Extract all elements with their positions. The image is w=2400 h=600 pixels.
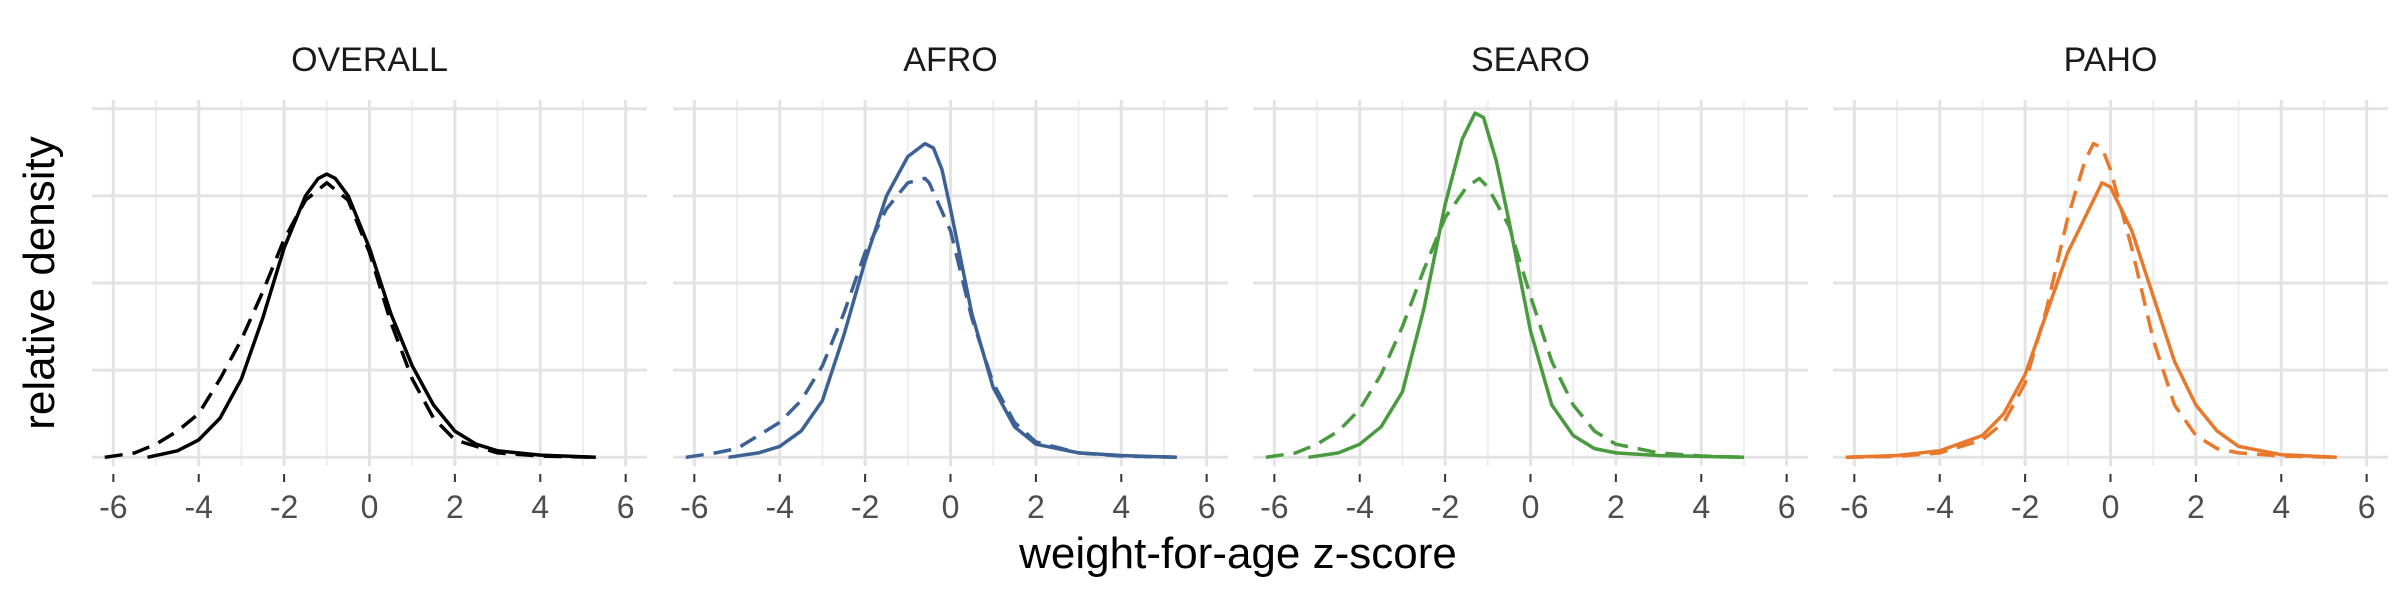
x-tick-label: -6 (680, 489, 708, 525)
x-tick-label: 0 (361, 489, 379, 525)
x-tick-label: -2 (270, 489, 298, 525)
x-tick-label: 4 (531, 489, 549, 525)
panels-group: -6 -4 -2 0 2 4 6 OVERALL -6 -4 -2 0 2 4 6 AFRO -6 -4 -2 0 2 4… (92, 41, 2388, 525)
density-curve-overall-dashed (104, 181, 596, 460)
x-tick-label: 6 (1198, 489, 1216, 525)
panel-title-paho: PAHO (2064, 41, 2158, 79)
y-axis-title: relative density (15, 136, 64, 429)
x-tick-label: -6 (1840, 489, 1868, 525)
panel-searo: -6 -4 -2 0 2 4 6 SEARO (1253, 41, 1808, 525)
x-tick-label: -4 (185, 489, 213, 525)
x-tick-label: -4 (1346, 489, 1374, 525)
panel-paho: -6 -4 -2 0 2 4 6 PAHO (1833, 41, 2388, 525)
x-tick-label: 2 (446, 489, 464, 525)
x-tick-label: 4 (1112, 489, 1130, 525)
density-curve-paho-dashed (1845, 141, 2337, 460)
x-tick-label: 6 (2358, 489, 2376, 525)
x-tick-label: 0 (942, 489, 960, 525)
x-tick-label: -4 (766, 489, 794, 525)
x-tick-label: 6 (617, 489, 635, 525)
x-tick-label: 2 (1607, 489, 1625, 525)
x-tick-label: 6 (1778, 489, 1796, 525)
x-tick-label: 4 (1692, 489, 1710, 525)
density-curve-searo-dashed (1265, 176, 1745, 460)
x-tick-label: 0 (1522, 489, 1540, 525)
x-tick-label: -6 (1260, 489, 1288, 525)
panel-title-afro: AFRO (903, 41, 997, 79)
panel-title-searo: SEARO (1471, 41, 1590, 79)
density-curve-searo-solid (1308, 111, 1745, 460)
x-tick-label: -4 (1926, 489, 1954, 525)
x-axis-title: weight-for-age z-score (1018, 529, 1457, 578)
x-tick-label: -2 (851, 489, 879, 525)
x-tick-label: -6 (99, 489, 127, 525)
panel-overall: -6 -4 -2 0 2 4 6 OVERALL (92, 41, 647, 525)
x-tick-label: -2 (1431, 489, 1459, 525)
x-tick-label: 4 (2272, 489, 2290, 525)
density-curve-paho-solid (1845, 181, 2337, 460)
panel-title-overall: OVERALL (291, 41, 448, 79)
x-tick-label: 2 (1027, 489, 1045, 525)
x-tick-label: 0 (2102, 489, 2120, 525)
panel-afro: -6 -4 -2 0 2 4 6 AFRO (673, 41, 1228, 525)
x-tick-label: -2 (2011, 489, 2039, 525)
x-tick-label: 2 (2187, 489, 2205, 525)
density-curve-afro-solid (728, 141, 1177, 460)
density-curve-afro-dashed (685, 176, 1177, 460)
density-curve-overall-solid (147, 172, 596, 460)
